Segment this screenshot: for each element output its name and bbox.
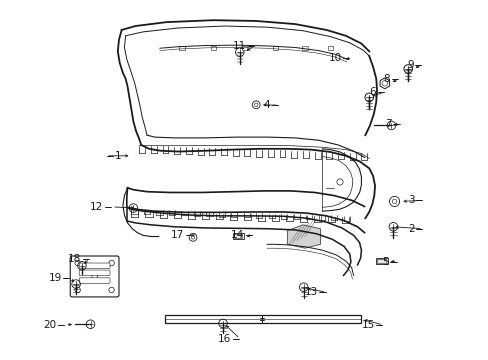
Text: 16: 16: [218, 334, 231, 344]
FancyBboxPatch shape: [241, 46, 247, 50]
FancyBboxPatch shape: [179, 46, 184, 50]
FancyBboxPatch shape: [79, 278, 110, 283]
Text: 15: 15: [361, 320, 374, 330]
FancyBboxPatch shape: [210, 46, 216, 50]
Text: 12: 12: [90, 202, 103, 212]
FancyBboxPatch shape: [164, 315, 361, 323]
FancyBboxPatch shape: [272, 46, 278, 50]
FancyBboxPatch shape: [327, 46, 332, 50]
Text: 5: 5: [381, 257, 388, 267]
Text: 8: 8: [383, 74, 389, 84]
Text: 7: 7: [385, 119, 391, 129]
Text: 18: 18: [68, 254, 81, 264]
FancyBboxPatch shape: [70, 256, 119, 297]
Text: 3: 3: [407, 195, 414, 205]
Text: 19: 19: [48, 273, 61, 283]
FancyBboxPatch shape: [79, 270, 110, 275]
Text: 14: 14: [231, 230, 244, 240]
Text: 9: 9: [406, 60, 413, 69]
Text: 11: 11: [232, 41, 245, 51]
Text: 1: 1: [115, 151, 121, 161]
Text: 20: 20: [43, 320, 57, 330]
Text: 10: 10: [328, 53, 341, 63]
Text: 2: 2: [407, 224, 414, 234]
FancyBboxPatch shape: [375, 258, 387, 264]
Polygon shape: [287, 225, 320, 248]
Text: 4: 4: [263, 100, 270, 110]
Text: 6: 6: [369, 87, 375, 97]
FancyBboxPatch shape: [232, 233, 243, 239]
FancyBboxPatch shape: [79, 263, 110, 269]
FancyBboxPatch shape: [377, 259, 385, 263]
Text: 13: 13: [304, 287, 317, 297]
FancyBboxPatch shape: [234, 234, 242, 238]
Text: 17: 17: [171, 230, 184, 240]
FancyBboxPatch shape: [302, 46, 307, 50]
